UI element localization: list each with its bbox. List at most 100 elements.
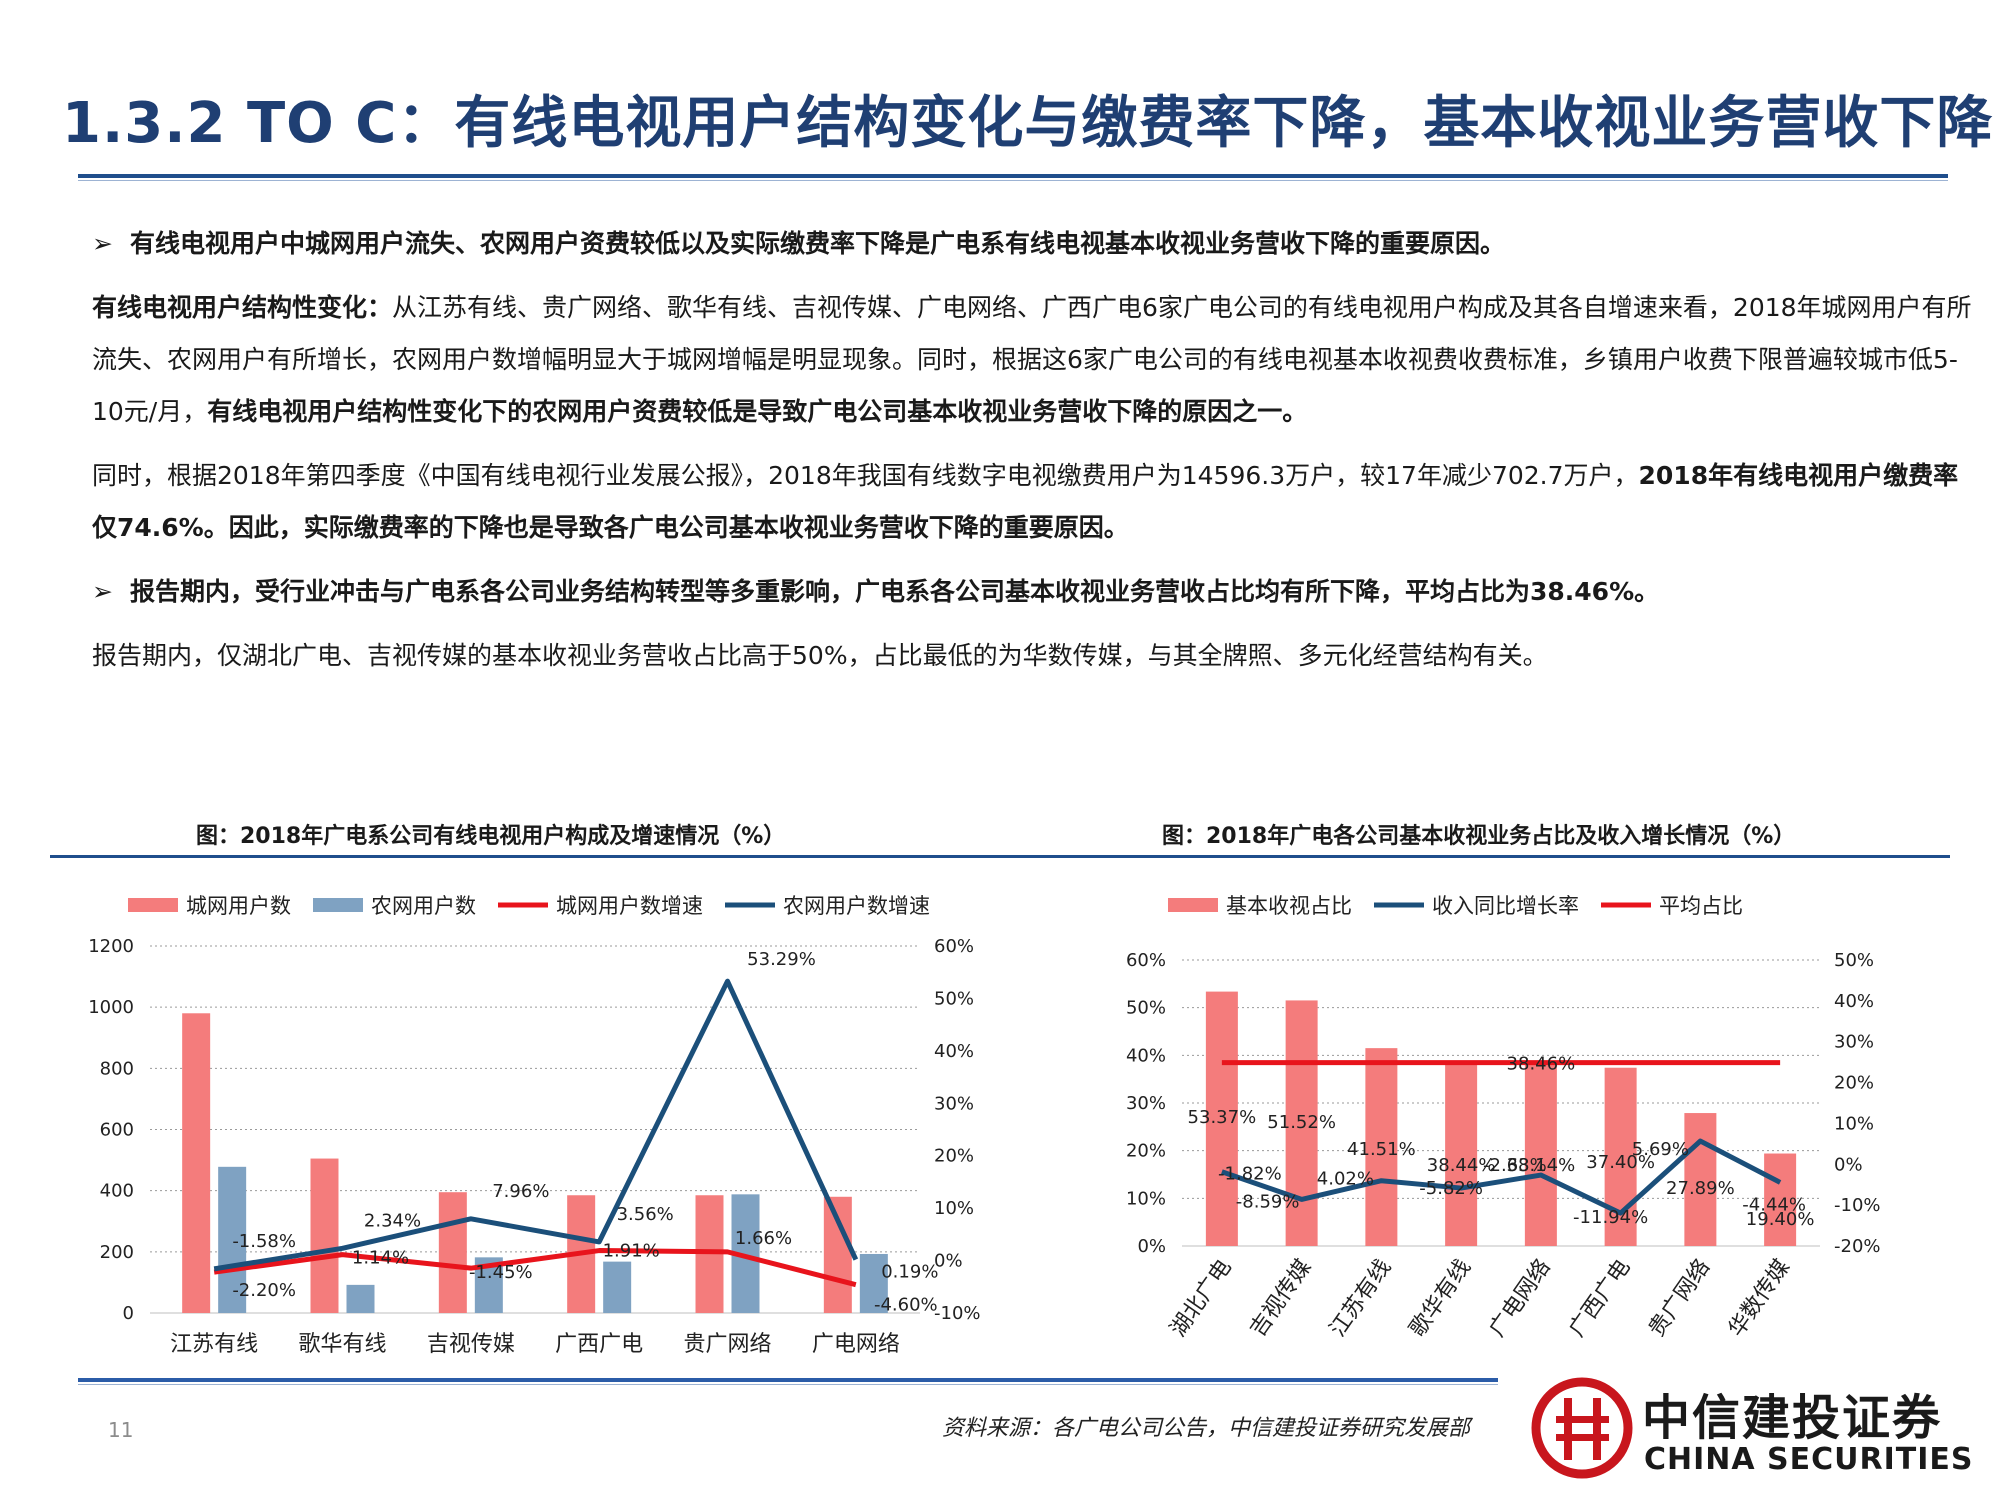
chart2-revenue-share: 0% 10% 20% 30% 40% 50% 60% -20% -10% 0% 10% 20% 30% 4…: [1126, 894, 1881, 1342]
bar-城网用户数: [310, 1158, 339, 1313]
line-data-label: 3.56%: [617, 1204, 674, 1225]
x-category-label: 贵广网络: [683, 1332, 771, 1357]
paragraph-5: 报告期内，仅湖北广电、吉视传媒的基本收视业务营收占比高于50%，占比最低的为华数…: [92, 630, 1982, 682]
bar-data-label: 19.40%: [1746, 1209, 1815, 1230]
bar-农网用户数: [218, 1166, 247, 1313]
legend-swatch: [1168, 898, 1218, 912]
text-run: 同时，根据2018年第四季度《中国有线电视行业发展公报》，2018年我国有线数字…: [92, 461, 1639, 490]
line-data-label: -4.44%: [1742, 1194, 1806, 1215]
y-right-tick-label: 30%: [934, 1093, 974, 1114]
bar-基本收视占比: [1604, 1067, 1637, 1246]
y-right-tick-label: 0%: [934, 1251, 963, 1272]
line-data-label: -4.60%: [874, 1295, 938, 1316]
legend-label: 农网用户数: [371, 894, 476, 918]
x-category-label: 广电网络: [1485, 1255, 1556, 1341]
legend-label: 城网用户数: [186, 894, 291, 918]
legend-label: 收入同比增长率: [1432, 894, 1579, 918]
legend-label: 城网用户数增速: [556, 894, 703, 918]
source-note: 资料来源：各广电公司公告，中信建投证券研究发展部: [942, 1416, 1471, 1441]
text-run: 从江苏有线、贵广网络、歌华有线、吉视传媒、广电网络、广西广电6家广电公司的有线电…: [92, 293, 1972, 426]
y-right-tick-label: 10%: [934, 1198, 974, 1219]
text-run: 有线电视用户结构性变化：: [92, 293, 393, 322]
bar-基本收视占比: [1524, 1064, 1557, 1246]
y-left-tick-label: 800: [100, 1058, 134, 1079]
bar-data-label: 38.14%: [1507, 1155, 1576, 1176]
y-right-tick-label: 20%: [1834, 1073, 1874, 1094]
y-left-tick-label: 600: [100, 1120, 134, 1141]
y-left-tick-label: 50%: [1126, 998, 1166, 1019]
bar-基本收视占比: [1365, 1048, 1398, 1246]
y-right-tick-label: -20%: [1834, 1236, 1881, 1257]
line-data-label: 1.91%: [603, 1241, 660, 1262]
y-left-tick-label: 0: [123, 1303, 134, 1324]
y-left-tick-label: 30%: [1126, 1093, 1166, 1114]
legend-label: 农网用户数增速: [783, 894, 930, 918]
y-right-tick-label: 60%: [934, 936, 974, 957]
line-data-label: -1.58%: [232, 1231, 296, 1252]
line-农网用户数增速: [213, 978, 859, 1272]
y-right-tick-label: 40%: [934, 1041, 974, 1062]
line-data-label: -2.20%: [232, 1280, 296, 1301]
x-category-label: 广电网络: [812, 1332, 900, 1357]
page-title: 1.3.2 TO C：有线电视用户结构变化与缴费率下降，基本收视业务营收下降: [62, 91, 1994, 156]
y-right-tick-label: 30%: [1834, 1032, 1874, 1053]
company-logo: 中信建投证券 CHINA SECURITIES: [1530, 1376, 1973, 1486]
body-text: ➢ 有线电视用户中城网用户流失、农网用户资费较低以及实际缴费率下降是广电系有线电视…: [92, 218, 1982, 694]
line-data-label: -11.94%: [1573, 1207, 1648, 1228]
line-data-label: 7.96%: [492, 1181, 549, 1202]
text-run: 有线电视用户中城网用户流失、农网用户资费较低以及实际缴费率下降是广电系有线电视基…: [130, 229, 1506, 258]
paragraph-1: ➢ 有线电视用户中城网用户流失、农网用户资费较低以及实际缴费率下降是广电系有线电视…: [92, 218, 1982, 270]
chart-divider: [50, 855, 1950, 858]
line-data-label: 0.19%: [881, 1262, 938, 1283]
legend-label: 平均占比: [1659, 894, 1743, 918]
text-run: 报告期内，仅湖北广电、吉视传媒的基本收视业务营收占比高于50%，占比最低的为华数…: [92, 641, 1548, 670]
bar-农网用户数: [603, 1261, 632, 1313]
footer-divider-thin: [78, 1384, 1498, 1385]
page-number: 11: [108, 1418, 134, 1442]
bar-data-label: 38.44%: [1427, 1155, 1496, 1176]
x-category-label: 歌华有线: [298, 1332, 386, 1357]
y-left-tick-label: 60%: [1126, 950, 1166, 971]
x-category-label: 广西广电: [555, 1332, 643, 1357]
title-divider-thin: [78, 180, 1948, 181]
bar-基本收视占比: [1445, 1062, 1478, 1246]
line-data-label: -2.63%: [1483, 1155, 1547, 1176]
bar-data-label: 51.52%: [1267, 1112, 1336, 1133]
line-data-label: -1.45%: [469, 1262, 533, 1283]
line-收入同比增长率: [1221, 1138, 1782, 1216]
bar-data-label: 41.51%: [1347, 1139, 1416, 1160]
legend-swatch: [128, 898, 178, 912]
y-left-tick-label: 20%: [1126, 1141, 1166, 1162]
logo-chinese-name: 中信建投证券: [1642, 1390, 1943, 1446]
y-right-tick-label: -10%: [934, 1303, 981, 1324]
y-right-tick-label: 0%: [1834, 1154, 1863, 1175]
logo-emblem-icon: [1531, 1377, 1633, 1479]
line-data-label: 1.66%: [735, 1228, 792, 1249]
bullet-arrow-icon: ➢: [92, 229, 113, 258]
line-城网用户数增速: [213, 1248, 857, 1288]
bar-基本收视占比: [1684, 1113, 1717, 1246]
bar-城网用户数: [182, 1013, 211, 1313]
line-data-label: 53.29%: [747, 949, 816, 970]
line-data-label: 1.14%: [352, 1248, 409, 1269]
y-right-tick-label: 40%: [1834, 991, 1874, 1012]
y-right-tick-label: -10%: [1834, 1195, 1881, 1216]
x-category-label: 湖北广电: [1166, 1255, 1237, 1341]
bar-data-label: 27.89%: [1666, 1178, 1735, 1199]
line-data-label: -8.59%: [1236, 1191, 1300, 1212]
y-left-tick-label: 400: [100, 1181, 134, 1202]
footer-divider: [78, 1378, 1498, 1382]
x-category-label: 广西广电: [1565, 1255, 1636, 1341]
y-right-tick-label: 50%: [1834, 950, 1874, 971]
text-run: 2018年有线电视用户缴费率仅74.6%。因此，实际缴费率的下降也是导致各广电公…: [92, 461, 1959, 542]
x-category-label: 贵广网络: [1644, 1255, 1715, 1341]
chart1-user-structure: 0 200 400 600 800 1000 1200 -10% 0% 10% 20% 30% 40% 5…: [88, 894, 981, 1357]
x-category-label: 江苏有线: [1325, 1255, 1396, 1341]
bar-基本收视占比: [1764, 1153, 1797, 1246]
y-left-tick-label: 40%: [1126, 1045, 1166, 1066]
title-divider: [78, 174, 1948, 178]
chart2-title: 图：2018年广电各公司基本收视业务占比及收入增长情况（%）: [1162, 824, 1796, 849]
y-right-tick-label: 50%: [934, 988, 974, 1009]
x-category-label: 华数传媒: [1724, 1255, 1795, 1341]
x-category-label: 歌华有线: [1405, 1255, 1476, 1341]
